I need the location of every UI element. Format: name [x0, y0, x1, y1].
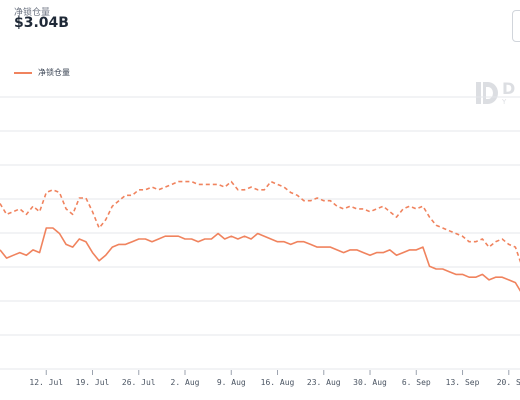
x-tick-label: 19. Jul [76, 378, 110, 387]
metric-label: 净锁仓量 [14, 8, 51, 18]
legend-swatch [14, 71, 32, 74]
x-axis: 12. Jul 19. Jul 26. Jul 2. Aug 9. Aug 16. Aug… [29, 370, 520, 387]
series-line-solid [0, 227, 520, 292]
x-tick-label: 26. Jul [122, 378, 156, 387]
x-tick-label: 6. Sep [402, 378, 431, 387]
legend-label: 净锁仓量 [38, 68, 70, 77]
watermark-logo-icon [476, 82, 498, 104]
watermark: D Y [476, 80, 515, 106]
legend-item[interactable]: 净锁仓量 [14, 67, 70, 78]
x-tick-label: 16. Aug [261, 378, 295, 387]
x-tick-label: 23. Aug [307, 378, 341, 387]
menu-button[interactable] [512, 10, 520, 42]
x-tick-label: 20. S [497, 378, 520, 387]
series-lines [0, 180, 520, 292]
watermark-subtext: Y [502, 97, 507, 106]
metric-value: $3.04B [14, 15, 69, 31]
x-tick-label: 9. Aug [217, 378, 246, 387]
x-tick-label: 2. Aug [171, 378, 200, 387]
series-line-dashed [0, 180, 520, 263]
watermark-text: D [502, 78, 516, 98]
x-tick-label: 13. Sep [446, 378, 480, 387]
grid-lines [0, 96, 520, 370]
x-tick-label: 30. Aug [353, 378, 387, 387]
x-tick-label: 12. Jul [29, 378, 63, 387]
